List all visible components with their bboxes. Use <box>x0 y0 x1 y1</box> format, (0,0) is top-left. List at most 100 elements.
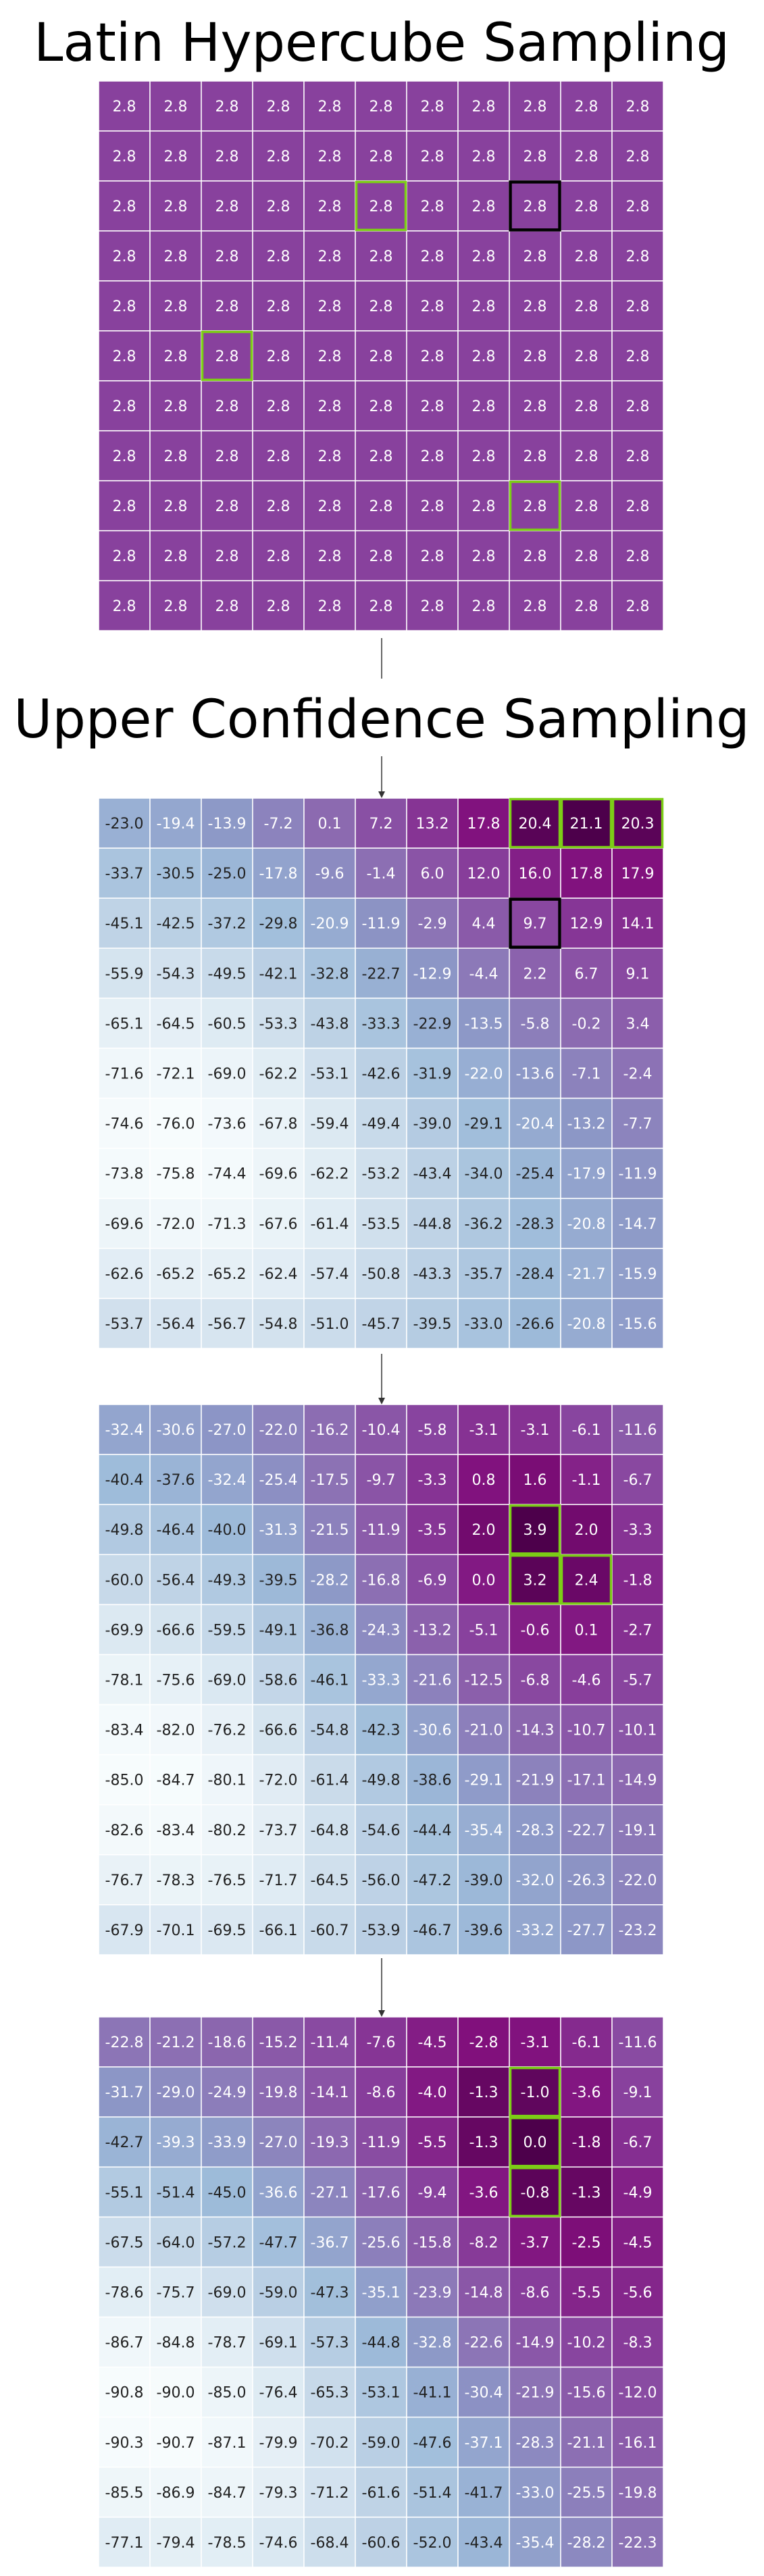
cell-value-label: -80.2 <box>208 1822 247 1839</box>
cell-value-label: -43.8 <box>311 1016 349 1032</box>
heatmap-cell <box>252 280 305 332</box>
cell-value-label: -36.6 <box>259 2184 298 2201</box>
heatmap-cell <box>303 2517 356 2568</box>
heatmap-cell <box>611 1704 664 1756</box>
heatmap-cell <box>611 2166 664 2218</box>
cell-value-label: -16.1 <box>619 2435 657 2452</box>
cell-value-label: -5.6 <box>623 2285 653 2302</box>
cell-value-label: -25.6 <box>362 2234 401 2251</box>
heatmap-cell <box>611 897 664 949</box>
heatmap-cell <box>509 1454 561 1505</box>
cell-value-label: -57.3 <box>311 2335 349 2352</box>
cell-value-label: 0.0 <box>524 2134 547 2151</box>
heatmap-cell <box>149 80 202 132</box>
heatmap-cell <box>303 130 356 182</box>
cell-value-label: 2.8 <box>267 598 290 615</box>
cell-value-label: 2.8 <box>318 348 342 365</box>
cell-value-label: -72.0 <box>157 1216 195 1233</box>
cell-value-label: -49.1 <box>259 1622 298 1639</box>
cell-value-label: -22.0 <box>619 1872 657 1889</box>
heatmap-cell <box>201 1904 253 1955</box>
heatmap-cell <box>457 430 510 481</box>
heatmap-cell <box>560 2216 613 2268</box>
cell-value-label: 2.8 <box>421 498 444 515</box>
heatmap-cell <box>406 280 459 332</box>
cell-value-label: 2.8 <box>575 548 599 565</box>
cell-value-label: 2.8 <box>626 248 650 265</box>
cell-value-label: -17.9 <box>567 1166 606 1183</box>
cell-value-label: 2.8 <box>524 548 547 565</box>
cell-value-label: -87.1 <box>208 2435 247 2452</box>
cell-value-label: -69.5 <box>208 1922 247 1939</box>
heatmap-cell <box>355 280 407 332</box>
cell-value-label: -65.2 <box>157 1266 195 1283</box>
heatmap-cell <box>252 1047 305 1099</box>
cell-value-label: -55.9 <box>105 966 144 982</box>
cell-value-label: 2.8 <box>318 498 342 515</box>
cell-value-label: -2.7 <box>623 1622 653 1639</box>
cell-value-label: -25.4 <box>516 1166 555 1183</box>
cell-value-label: -45.7 <box>362 1316 401 1333</box>
heatmap-cell <box>149 2467 202 2518</box>
cell-value-label: -40.0 <box>208 1522 247 1539</box>
heatmap-cell <box>509 997 561 1049</box>
heatmap-cell <box>355 430 407 481</box>
heatmap-cell <box>457 1504 510 1556</box>
cell-value-label: -7.1 <box>572 1066 601 1083</box>
heatmap-cell <box>98 530 151 581</box>
cell-value-label: 2.8 <box>215 149 239 165</box>
cell-value-label: 2.8 <box>421 149 444 165</box>
cell-value-label: -31.9 <box>413 1066 452 1083</box>
cell-value-label: -74.4 <box>208 1166 247 1183</box>
cell-value-label: -61.6 <box>362 2485 401 2502</box>
cell-value-label: -37.6 <box>157 1472 195 1489</box>
cell-value-label: -26.6 <box>516 1316 555 1333</box>
cell-value-label: -11.4 <box>311 2034 349 2051</box>
heatmap-cell <box>201 2517 253 2568</box>
heatmap-cell <box>611 1298 664 1349</box>
heatmap-cell <box>149 2216 202 2268</box>
heatmap-cell <box>98 947 151 999</box>
heatmap-cell <box>457 480 510 531</box>
cell-value-label: 6.7 <box>575 966 599 982</box>
heatmap-cell <box>303 1298 356 1349</box>
heatmap-cell <box>457 1854 510 1905</box>
cell-value-label: 2.2 <box>524 966 547 982</box>
cell-value-label: -84.7 <box>157 1772 195 1789</box>
cell-value-label: -76.5 <box>208 1872 247 1889</box>
heatmap-cell <box>406 1804 459 1856</box>
cell-value-label: -49.3 <box>208 1572 247 1589</box>
cell-value-label: -11.9 <box>362 1522 401 1539</box>
cell-value-label: -39.3 <box>157 2134 195 2151</box>
cell-value-label: 2.8 <box>370 398 393 415</box>
cell-value-label: -84.7 <box>208 2485 247 2502</box>
heatmap-cell <box>457 2116 510 2168</box>
cell-value-label: -17.1 <box>567 1772 606 1789</box>
heatmap-cell <box>303 1804 356 1856</box>
cell-value-label: -2.9 <box>418 916 447 932</box>
cell-value-label: -14.8 <box>465 2285 503 2302</box>
cell-value-label: -32.4 <box>208 1472 247 1489</box>
heatmap-cell <box>611 947 664 999</box>
cell-value-label: -19.3 <box>311 2134 349 2151</box>
heatmap-cell <box>98 1454 151 1505</box>
heatmap-cell <box>201 80 253 132</box>
heatmap-cell <box>303 1404 356 1455</box>
cell-value-label: -67.5 <box>105 2234 144 2251</box>
cell-value-label: -73.7 <box>259 1822 298 1839</box>
cell-value-label: 2.8 <box>215 598 239 615</box>
cell-value-label: -21.9 <box>516 2385 555 2402</box>
cell-value-label: -20.4 <box>516 1116 555 1133</box>
cell-value-label: -62.2 <box>259 1066 298 1083</box>
cell-value-label: 2.8 <box>370 548 393 565</box>
cell-value-label: -43.4 <box>465 2535 503 2552</box>
heatmap-cell <box>509 1804 561 1856</box>
cell-value-label: 2.8 <box>370 199 393 215</box>
heatmap-cell <box>98 1704 151 1756</box>
arrow-head-2 <box>378 1398 385 1404</box>
cell-value-label: -3.3 <box>418 1472 447 1489</box>
cell-value-label: -46.7 <box>413 1922 452 1939</box>
cell-value-label: -71.3 <box>208 1216 247 1233</box>
heatmap-cell <box>355 997 407 1049</box>
cell-value-label: 2.8 <box>267 348 290 365</box>
